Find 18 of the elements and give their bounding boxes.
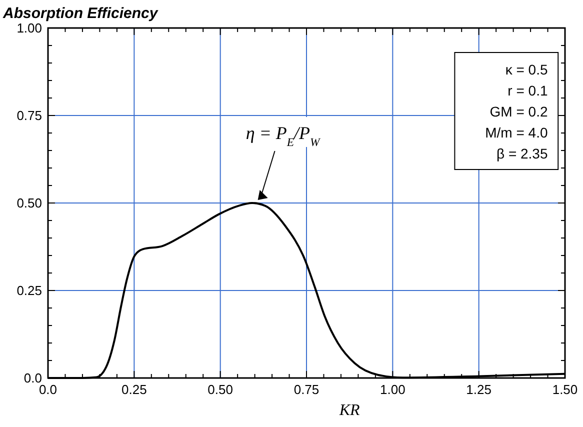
- annotation: κ = 0.5: [505, 62, 548, 78]
- annotation: GM = 0.2: [490, 104, 548, 120]
- annotation: M/m = 4.0: [485, 124, 548, 140]
- x-tick-label: 0.25: [122, 382, 147, 397]
- x-tick-label: 0.75: [294, 382, 320, 397]
- x-tick-label: 1.25: [466, 382, 492, 397]
- y-tick-label: 0.75: [16, 108, 42, 123]
- x-tick-label: 0.50: [208, 382, 233, 397]
- x-axis-title: KR: [338, 402, 360, 419]
- chart-title: Absorption Efficiency: [2, 5, 158, 22]
- annotation: r = 0.1: [508, 82, 548, 98]
- annotation: η = P$_{E}$/P$_{W}$: [246, 123, 322, 148]
- x-tick-label: 1.00: [380, 382, 406, 397]
- x-tick-label: 1.50: [552, 382, 578, 397]
- y-tick-label: 0.25: [16, 283, 42, 298]
- y-tick-label: 0.50: [16, 196, 42, 210]
- y-tick-label: 1.00: [16, 20, 42, 36]
- annotation: β = 2.35: [496, 146, 548, 162]
